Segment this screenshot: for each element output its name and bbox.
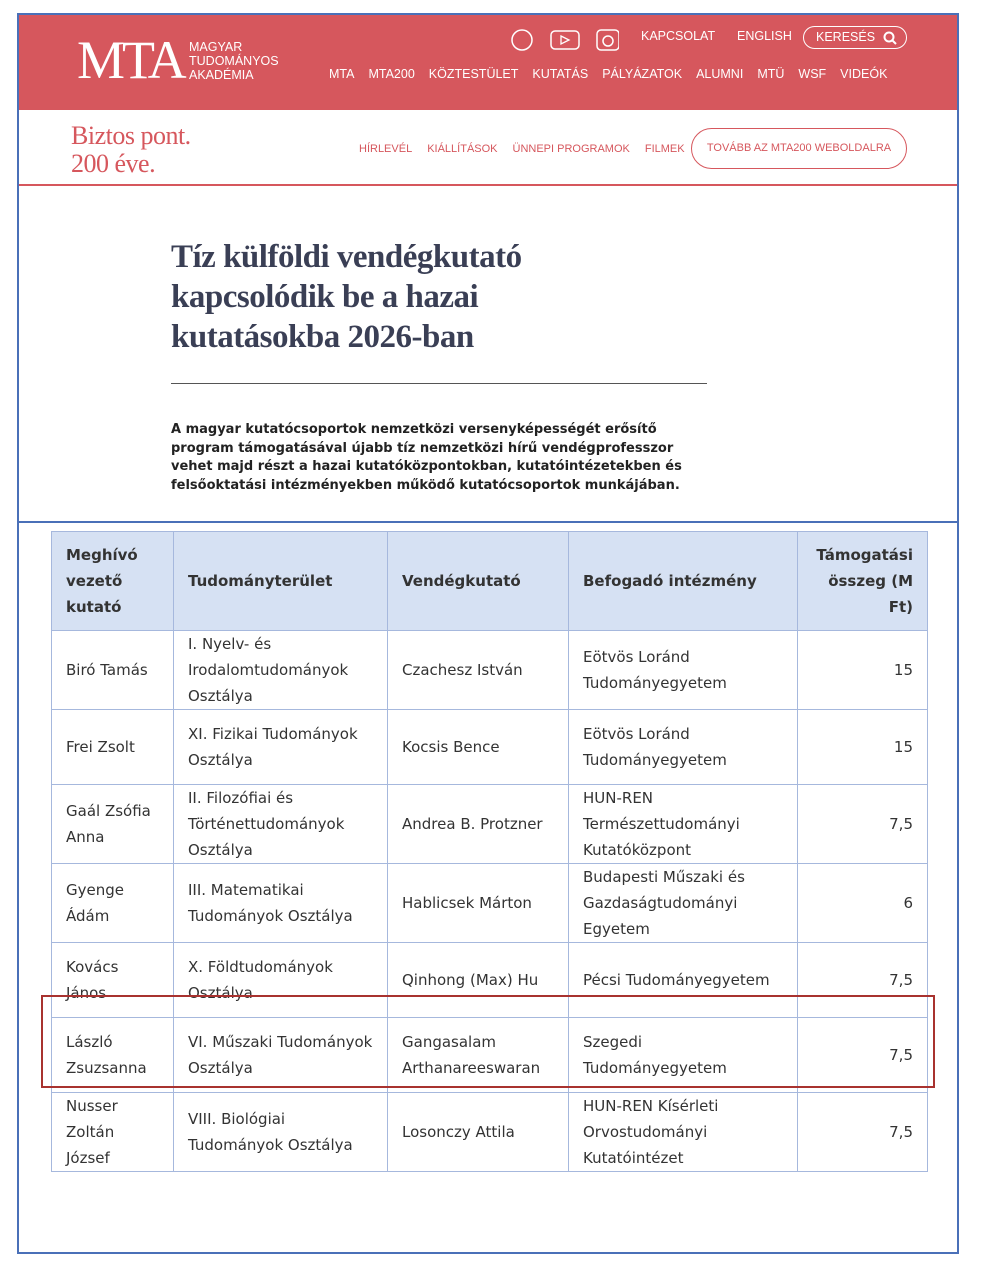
social-icons (511, 29, 619, 51)
browser-frame: MTA MAGYAR TUDOMÁNYOS AKADÉMIA KAPCSOLAT… (17, 13, 959, 1254)
grants-table: Meghívó vezető kutató Tudományterület Vend… (51, 531, 928, 1172)
table-row: László Zsuzsanna VI. Műszaki Tudományok O… (51, 1017, 928, 1093)
sub-link[interactable]: HÍRLEVÉL (359, 143, 413, 155)
youtube-play (560, 34, 571, 46)
main-header: MTA MAGYAR TUDOMÁNYOS AKADÉMIA KAPCSOLAT… (19, 15, 957, 110)
table-cell: 7,5 (797, 1017, 928, 1093)
table-cell: XI. Fizikai Tudományok Osztálya (173, 709, 388, 785)
table-row: Nusser Zoltán József VIII. Biológiai Tudo… (51, 1092, 928, 1172)
table-cell: Qinhong (Max) Hu (387, 942, 569, 1018)
column-header: Meghívó vezető kutató (51, 531, 174, 631)
table-cell: HUN-REN Kísérleti Orvostudományi Kutatói… (568, 1092, 798, 1172)
table-cell: Nusser Zoltán József (51, 1092, 174, 1172)
table-cell: Szegedi Tudományegyetem (568, 1017, 798, 1093)
nav-link[interactable]: VIDEÓK (840, 67, 888, 81)
nav-link[interactable]: ALUMNI (696, 67, 744, 81)
top-link[interactable]: KAPCSOLAT (641, 29, 716, 43)
search-label: KERESÉS (816, 30, 876, 44)
table-cell: Pécsi Tudományegyetem (568, 942, 798, 1018)
table-cell: I. Nyelv- és Irodalomtudományok Osztálya (173, 630, 388, 710)
table-cell: Gangasalam Arthanareeswaran (387, 1017, 569, 1093)
youtube-icon[interactable] (550, 30, 580, 50)
nav-link[interactable]: PÁLYÁZATOK (602, 67, 683, 81)
logo-line: TUDOMÁNYOS (189, 54, 279, 68)
column-header: Befogadó intézmény (568, 531, 798, 631)
table-cell: Eötvös Loránd Tudományegyetem (568, 709, 798, 785)
logo-line: MAGYAR (189, 40, 243, 54)
nav-link[interactable]: KUTATÁS (532, 67, 589, 81)
sub-link[interactable]: KIÁLLÍTÁSOK (427, 143, 498, 155)
column-header: Tudományterület (173, 531, 388, 631)
logo[interactable]: MTA (77, 30, 187, 90)
facebook-icon[interactable] (511, 29, 533, 51)
top-link[interactable]: ENGLISH (737, 29, 792, 43)
table-cell: 7,5 (797, 784, 928, 864)
instagram-icon[interactable] (596, 29, 619, 51)
divider (171, 383, 707, 384)
table-row: Kovács János X. Földtudományok Osztálya Qi… (51, 942, 928, 1018)
table-cell: 7,5 (797, 942, 928, 1018)
table-cell: HUN-REN Természettudományi Kutatóközpont (568, 784, 798, 864)
table-cell: III. Matematikai Tudományok Osztálya (173, 863, 388, 943)
table-cell: 15 (797, 709, 928, 785)
nav-link[interactable]: MTA200 (368, 67, 415, 81)
sub-link[interactable]: FILMEK (644, 143, 685, 155)
mta200-button[interactable]: TOVÁBB AZ MTA200 WEBOLDALRA (691, 128, 907, 169)
header-row: Meghívó vezető kutató Tudományterület Vend… (51, 531, 928, 631)
column-header: Vendégkutató (387, 531, 569, 631)
table-cell: II. Filozófiai és Történettudományok Osz… (173, 784, 388, 864)
table-cell: Losonczy Attila (387, 1092, 569, 1172)
table-row: Gyenge Ádám III. Matematikai Tudományok O… (51, 863, 928, 943)
table-cell: Kocsis Bence (387, 709, 569, 785)
table-cell: 6 (797, 863, 928, 943)
table-cell: 15 (797, 630, 928, 710)
highlight-box (41, 995, 935, 1088)
column-header: Támogatási összeg (M Ft) (797, 531, 928, 631)
table-cell: VIII. Biológiai Tudományok Osztálya (173, 1092, 388, 1172)
table-cell: Hablicsek Márton (387, 863, 569, 943)
sub-link[interactable]: ÜNNEPI PROGRAMOK (512, 143, 630, 155)
table-row: Biró Tamás I. Nyelv- és Irodalomtudományo… (51, 630, 928, 710)
section-separator (19, 521, 957, 523)
table-cell: Gaál Zsófia Anna (51, 784, 174, 864)
table-cell: Budapesti Műszaki és Gazdaságtudományi E… (568, 863, 798, 943)
logo-line: AKADÉMIA (189, 68, 254, 82)
table-row: Gaál Zsófia Anna II. Filozófiai és Történ… (51, 784, 928, 864)
table-cell: Gyenge Ádám (51, 863, 174, 943)
sub-nav: HÍRLEVÉL KIÁLLÍTÁSOK ÜNNEPI PROGRAMOK FILME… (359, 143, 685, 155)
slogan-line: Biztos pont. (71, 121, 191, 150)
instagram-lens (602, 35, 614, 47)
search-icon (883, 31, 897, 45)
nav-link[interactable]: MTA (329, 67, 355, 81)
search-button[interactable]: KERESÉS (803, 26, 907, 49)
main-nav: MTA MTA200 KÖZTESTÜLET KUTATÁS PÁLYÁZATOK ALU… (329, 67, 887, 81)
nav-link[interactable]: WSF (798, 67, 827, 81)
table-cell: László Zsuzsanna (51, 1017, 174, 1093)
slogan-line: 200 éve. (71, 149, 156, 178)
table-row: Frei Zsolt XI. Fizikai Tudományok Osztály… (51, 709, 928, 785)
article-title: Tíz külföldi vendégkutató kapcsolódik be… (171, 239, 522, 355)
table-cell: Andrea B. Protzner (387, 784, 569, 864)
nav-link[interactable]: KÖZTESTÜLET (428, 67, 519, 81)
table-cell: Eötvös Loránd Tudományegyetem (568, 630, 798, 710)
table-cell: Frei Zsolt (51, 709, 174, 785)
table-cell: Kovács János (51, 942, 174, 1018)
table-cell: Czachesz István (387, 630, 569, 710)
slogan: Biztos pont. 200 éve. (71, 122, 191, 178)
nav-link[interactable]: MTÜ (757, 67, 785, 81)
sub-header: Biztos pont. 200 éve. HÍRLEVÉL KIÁLLÍTÁSO… (19, 110, 957, 186)
table-cell: X. Földtudományok Osztálya (173, 942, 388, 1018)
table-cell: VI. Műszaki Tudományok Osztálya (173, 1017, 388, 1093)
table-cell: 7,5 (797, 1092, 928, 1172)
logo-text: MAGYAR TUDOMÁNYOS AKADÉMIA (189, 40, 279, 82)
table-cell: Biró Tamás (51, 630, 174, 710)
article-lead: A magyar kutatócsoportok nemzetközi vers… (171, 422, 682, 493)
